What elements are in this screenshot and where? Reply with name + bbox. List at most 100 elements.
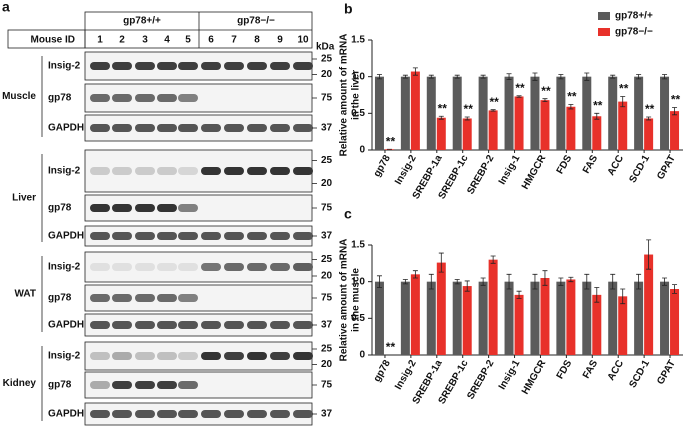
x-tick-label: gp78 bbox=[372, 153, 393, 179]
bar bbox=[634, 76, 644, 150]
significance: ** bbox=[593, 99, 603, 113]
significance: ** bbox=[671, 93, 681, 107]
band bbox=[270, 167, 290, 175]
band bbox=[135, 263, 155, 271]
bar bbox=[566, 279, 576, 355]
bar bbox=[530, 281, 540, 355]
y-axis-label: Relative amount of mRNA bbox=[339, 239, 350, 362]
band bbox=[201, 321, 221, 329]
band bbox=[135, 410, 155, 418]
error-bar bbox=[610, 273, 616, 290]
bar bbox=[462, 286, 472, 355]
x-tick-label: gp78 bbox=[372, 358, 393, 384]
band bbox=[247, 410, 267, 418]
marker-label: 25 bbox=[321, 54, 333, 65]
band bbox=[90, 352, 110, 360]
band bbox=[157, 263, 177, 271]
band bbox=[112, 62, 132, 70]
band bbox=[270, 410, 290, 418]
x-tick-label: Insig-1 bbox=[497, 358, 523, 392]
x-tick-label: FAS bbox=[581, 153, 600, 176]
bar bbox=[488, 110, 498, 150]
band bbox=[201, 124, 221, 132]
band bbox=[293, 124, 313, 132]
y-axis-label: in the muscle bbox=[351, 268, 362, 332]
significance: ** bbox=[438, 101, 448, 115]
bar bbox=[644, 254, 654, 355]
error-bar bbox=[402, 74, 408, 79]
band bbox=[112, 321, 132, 329]
band bbox=[178, 352, 198, 360]
error-bar bbox=[454, 279, 460, 285]
protein-label: gp78 bbox=[48, 93, 72, 104]
band bbox=[201, 232, 221, 240]
band bbox=[90, 321, 110, 329]
band bbox=[157, 62, 177, 70]
band bbox=[247, 321, 267, 329]
lane-label: 5 bbox=[185, 35, 191, 46]
bar bbox=[504, 76, 514, 150]
error-bar bbox=[438, 252, 444, 273]
y-tick-label: 1.5 bbox=[351, 240, 365, 251]
band bbox=[112, 204, 132, 212]
band bbox=[270, 321, 290, 329]
error-bar bbox=[584, 273, 590, 290]
error-bar bbox=[594, 112, 600, 120]
y-tick-label: 1.0 bbox=[351, 71, 365, 82]
band bbox=[112, 294, 132, 302]
significance: ** bbox=[464, 102, 474, 116]
bar bbox=[410, 71, 420, 150]
band bbox=[270, 232, 290, 240]
lane-label: 9 bbox=[277, 35, 283, 46]
band bbox=[135, 167, 155, 175]
band bbox=[157, 232, 177, 240]
y-tick-label: 0 bbox=[359, 350, 365, 361]
x-tick-label: SCD-1 bbox=[627, 358, 652, 390]
bar bbox=[530, 76, 540, 150]
band bbox=[270, 263, 290, 271]
band bbox=[157, 124, 177, 132]
marker-label: 37 bbox=[321, 409, 333, 420]
band bbox=[112, 263, 132, 271]
error-bar bbox=[516, 95, 522, 98]
protein-label: gp78 bbox=[48, 380, 72, 391]
band bbox=[224, 410, 244, 418]
bar bbox=[400, 76, 410, 150]
bar bbox=[436, 117, 446, 150]
band bbox=[224, 62, 244, 70]
error-bar bbox=[532, 72, 538, 81]
error-bar bbox=[480, 74, 486, 79]
band bbox=[90, 263, 110, 271]
tissue-label: Muscle bbox=[2, 91, 36, 102]
band bbox=[135, 124, 155, 132]
bar bbox=[592, 116, 602, 150]
band bbox=[112, 124, 132, 132]
bar bbox=[478, 281, 488, 355]
error-bar bbox=[672, 284, 678, 294]
lane-label: 1 bbox=[97, 35, 103, 46]
error-bar bbox=[542, 98, 548, 102]
error-bar bbox=[558, 74, 564, 80]
band bbox=[270, 124, 290, 132]
error-bar bbox=[402, 279, 408, 285]
marker-label: 20 bbox=[321, 271, 333, 282]
band bbox=[178, 381, 198, 389]
bar bbox=[670, 111, 680, 150]
lane-label: 10 bbox=[297, 35, 309, 46]
bar bbox=[592, 294, 602, 355]
band bbox=[90, 410, 110, 418]
bar bbox=[608, 76, 618, 150]
band bbox=[112, 381, 132, 389]
error-bar bbox=[662, 74, 668, 80]
bar bbox=[634, 281, 644, 355]
bar bbox=[540, 278, 550, 355]
bar bbox=[660, 76, 670, 150]
bar bbox=[410, 274, 420, 355]
band bbox=[224, 321, 244, 329]
band bbox=[157, 410, 177, 418]
lane-label: 6 bbox=[208, 35, 214, 46]
x-tick-label: SCD-1 bbox=[627, 153, 652, 185]
error-bar bbox=[428, 74, 434, 79]
bar bbox=[514, 96, 524, 150]
